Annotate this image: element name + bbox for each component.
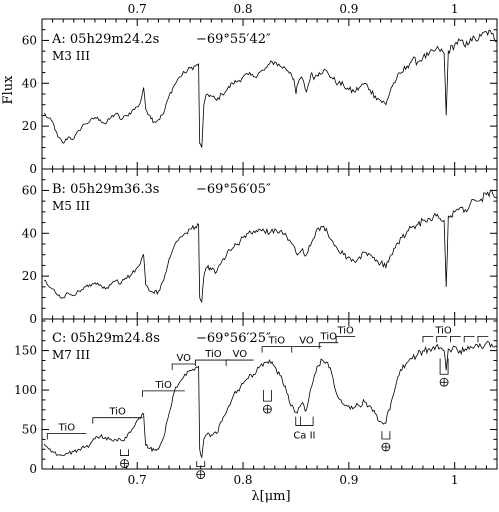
y-tick-label: 0 [29, 462, 37, 476]
telluric-bracket [262, 390, 272, 402]
bottom-tick-label: 0.7 [128, 473, 147, 487]
band-label: TiO [434, 325, 452, 336]
band-label: TiO [336, 325, 354, 336]
y-tick-label: 60 [22, 33, 37, 47]
bottom-tick-labels: 0.7 0.8 0.9 1 [128, 473, 459, 487]
telluric-bracket [439, 358, 449, 375]
panel-b-ra: B: 05h29m36.3s [52, 182, 159, 197]
y-tick-label: 0 [29, 312, 37, 326]
y-tick-label: 150 [14, 344, 37, 358]
panel-c: C: 05h29m24.8s −69°56′25″ M7 III 0 50 100 1… [14, 318, 498, 480]
panel-b-spectral-type: M5 III [52, 199, 90, 213]
bottom-tick-label: 1 [451, 473, 459, 487]
y-tick-label: 20 [22, 269, 37, 283]
panel-c-spectral-type: M7 III [52, 348, 90, 362]
band-marker [46, 433, 87, 440]
band-label: TiO [108, 407, 126, 418]
band-label: VO [299, 336, 314, 347]
band-label: TiO [320, 332, 338, 343]
y-axis-title: Flux [1, 75, 16, 105]
top-tick-label: 0.8 [233, 2, 252, 16]
band-label: TiO [204, 349, 222, 360]
y-tick-label: 20 [22, 119, 37, 133]
band-label: TiO [268, 336, 286, 347]
top-tick-label: 0.9 [339, 2, 358, 16]
top-tick-label: 1 [451, 2, 459, 16]
band-marker [225, 359, 254, 367]
band-marker [195, 359, 232, 367]
y-tick-label: 40 [22, 226, 37, 240]
band-marker [335, 335, 356, 343]
panel-frame [41, 318, 498, 470]
band-label: TiO [58, 422, 76, 433]
band-marker [142, 390, 185, 397]
y-tick-label: 60 [22, 183, 37, 197]
band-marker [261, 346, 292, 353]
band-marker [171, 363, 196, 370]
bottom-tick-label: 0.9 [339, 473, 358, 487]
telluric-bracket [120, 449, 129, 456]
panel-a: A: 05h29m24.2s −69°55′42″ M3 III 0 20 40 60 [22, 18, 498, 176]
top-tick-label: 0.7 [128, 2, 147, 16]
band-marker [92, 417, 143, 424]
band-label: TiO [154, 380, 172, 391]
panel-a-ra: A: 05h29m24.2s [51, 32, 159, 47]
telluric-bracket [381, 431, 391, 440]
spectrum-line [43, 29, 498, 148]
y-tick-label: 50 [22, 423, 37, 437]
band-label: VO [233, 349, 248, 360]
band-marker [422, 335, 489, 343]
panel-b-dec: −69°56′05″ [196, 182, 271, 197]
panel-c-dec: −69°56′25″ [196, 331, 271, 346]
bottom-tick-label: 0.8 [233, 473, 252, 487]
y-tick-label: 0 [29, 162, 37, 176]
panel-a-spectral-type: M3 III [52, 49, 90, 63]
band-marker [318, 342, 339, 349]
panel-a-dec: −69°55′42″ [196, 32, 271, 47]
band-label: VO [177, 353, 192, 364]
panel-c-ra: C: 05h29m24.8s [52, 331, 160, 346]
spectrum-line [44, 189, 498, 304]
telluric-bracket [196, 461, 206, 468]
top-tick-labels: 0.7 0.8 0.9 1 [128, 2, 459, 16]
line-label: Ca II [293, 431, 315, 442]
y-tick-label: 40 [22, 76, 37, 90]
x-axis-title: λ[μm] [251, 489, 290, 504]
panel-b: B: 05h29m36.3s −69°56′05″ M5 III 0 20 40 60 [22, 168, 498, 326]
spectrum-line [43, 340, 498, 459]
y-tick-label: 100 [14, 383, 37, 397]
band-marker [291, 346, 322, 353]
